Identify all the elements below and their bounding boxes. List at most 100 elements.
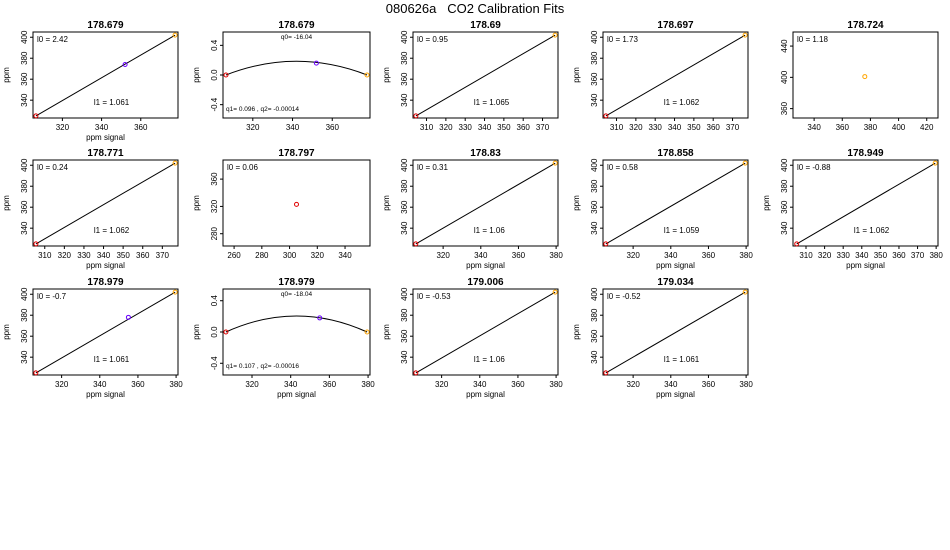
calibration-panel: 178.69 310 320 330 340 350 360 370 340 360 380 400 p… [382, 20, 559, 132]
x-tick-label: 260 [227, 251, 241, 260]
x-tick-label: 330 [649, 123, 663, 132]
y-tick-label: 340 [400, 221, 409, 235]
x-tick-label: 340 [664, 251, 678, 260]
y-axis-label: ppm [192, 67, 201, 83]
slope-annotation: l1 = 1.061 [94, 98, 130, 107]
calibration-panel: 178.949 310 320 330 340 350 360 370 380 340 360 380… [762, 148, 943, 270]
calibration-panel: 178.697 310 320 330 340 350 360 370 340 360 380 400… [572, 20, 749, 132]
y-tick-label: 360 [590, 72, 599, 86]
x-tick-label: 370 [726, 123, 740, 132]
slope-annotation: l1 = 1.062 [664, 98, 700, 107]
calibration-panel: 179.006 320 340 360 380 340 360 380 400 ppm signa… [382, 277, 563, 399]
x-tick-label: 340 [286, 123, 300, 132]
linear-fit-line [415, 34, 556, 117]
figure-title: 080626a CO2 Calibration Fits [385, 1, 565, 16]
y-tick-label: 360 [590, 200, 599, 214]
x-tick-label: 340 [474, 251, 488, 260]
panel-title: 178.979 [278, 277, 315, 288]
data-point [413, 113, 419, 119]
intercept-annotation: l0 = 0.06 [227, 163, 258, 172]
x-tick-label: 380 [739, 251, 753, 260]
intercept-annotation: l0 = -0.7 [37, 292, 67, 301]
slope-annotation: l1 = 1.061 [94, 355, 130, 364]
x-tick-label: 380 [549, 380, 563, 389]
y-tick-label: 360 [780, 101, 789, 115]
y-tick-label: 400 [400, 30, 409, 44]
data-point [223, 329, 229, 335]
x-axis-label: ppm signal [656, 390, 695, 399]
x-tick-label: 340 [855, 251, 869, 260]
x-tick-label: 360 [326, 123, 340, 132]
y-tick-label: 360 [20, 72, 29, 86]
y-axis-label: ppm [2, 324, 11, 340]
x-tick-label: 320 [629, 123, 643, 132]
y-axis-label: ppm [382, 195, 391, 211]
x-tick-label: 320 [246, 123, 260, 132]
y-tick-label: 400 [20, 287, 29, 301]
y-tick-label: 400 [400, 158, 409, 172]
y-tick-label: 320 [210, 199, 219, 213]
data-point [317, 315, 323, 321]
y-tick-label: 0.0 [210, 326, 219, 338]
y-tick-label: 400 [780, 70, 789, 84]
x-tick-label: 380 [549, 251, 563, 260]
data-point [742, 32, 748, 38]
x-tick-label: 340 [284, 380, 298, 389]
x-tick-label: 360 [892, 251, 906, 260]
linear-fit-line [796, 162, 936, 245]
plot-frame [602, 288, 749, 376]
panel-title: 178.771 [87, 148, 124, 159]
y-tick-label: 400 [780, 158, 789, 172]
y-tick-label: 380 [590, 308, 599, 322]
x-tick-label: 340 [95, 123, 109, 132]
y-tick-label: -0.4 [210, 97, 219, 111]
intercept-annotation: l0 = 2.42 [37, 35, 68, 44]
y-axis-label: ppm [192, 324, 201, 340]
calibration-panel: 178.858 320 340 360 380 340 360 380 400 ppm signa… [572, 148, 753, 270]
y-axis-label: ppm [192, 195, 201, 211]
x-tick-label: 280 [255, 251, 269, 260]
linear-fit-line [605, 162, 746, 245]
x-tick-label: 360 [836, 123, 850, 132]
plot-frame [412, 159, 559, 247]
intercept-annotation: l0 = 0.24 [37, 163, 68, 172]
data-point [603, 370, 609, 376]
x-tick-label: 320 [56, 123, 70, 132]
x-tick-label: 330 [837, 251, 851, 260]
x-tick-label: 310 [420, 123, 434, 132]
panel-title: 178.858 [657, 148, 694, 159]
q0-annotation: q0= -16.04 [281, 34, 313, 41]
calibration-panel: 178.679 320 340 360 340 360 380 400 ppm signal pp… [2, 20, 179, 142]
slope-annotation: l1 = 1.059 [664, 226, 700, 235]
slope-annotation: l1 = 1.061 [664, 355, 700, 364]
y-axis-label: ppm [382, 324, 391, 340]
data-point [364, 72, 370, 78]
panel-title: 179.034 [657, 277, 694, 288]
y-tick-label: 0.4 [210, 39, 219, 51]
x-tick-label: 340 [478, 123, 492, 132]
x-tick-label: 320 [311, 251, 325, 260]
linear-fit-line [35, 34, 176, 117]
calibration-panel: 179.034 320 340 360 380 340 360 380 400 ppm signa… [572, 277, 753, 399]
y-axis-label: ppm [572, 67, 581, 83]
calibration-panel: 178.83 320 340 360 380 340 360 380 400 ppm signal… [382, 148, 563, 270]
y-tick-label: 360 [400, 329, 409, 343]
calibration-panel: 178.724 340 360 380 400 420 360 400 440 l0 = 1.18 [780, 20, 939, 132]
data-point [552, 160, 558, 166]
data-point [122, 62, 128, 68]
y-axis-label: ppm [2, 67, 11, 83]
quadratic-fit-curve [225, 60, 368, 76]
data-point [364, 329, 370, 335]
slope-annotation: l1 = 1.062 [854, 226, 890, 235]
x-tick-label: 320 [55, 380, 69, 389]
y-axis-label: ppm [2, 195, 11, 211]
x-tick-label: 360 [707, 123, 721, 132]
x-tick-label: 340 [473, 380, 487, 389]
slope-annotation: l1 = 1.065 [474, 98, 510, 107]
intercept-annotation: l0 = -0.88 [797, 163, 831, 172]
linear-fit-line [35, 162, 176, 245]
x-tick-label: 320 [439, 123, 453, 132]
data-point [294, 201, 299, 207]
x-tick-label: 400 [892, 123, 906, 132]
x-tick-label: 360 [136, 251, 150, 260]
